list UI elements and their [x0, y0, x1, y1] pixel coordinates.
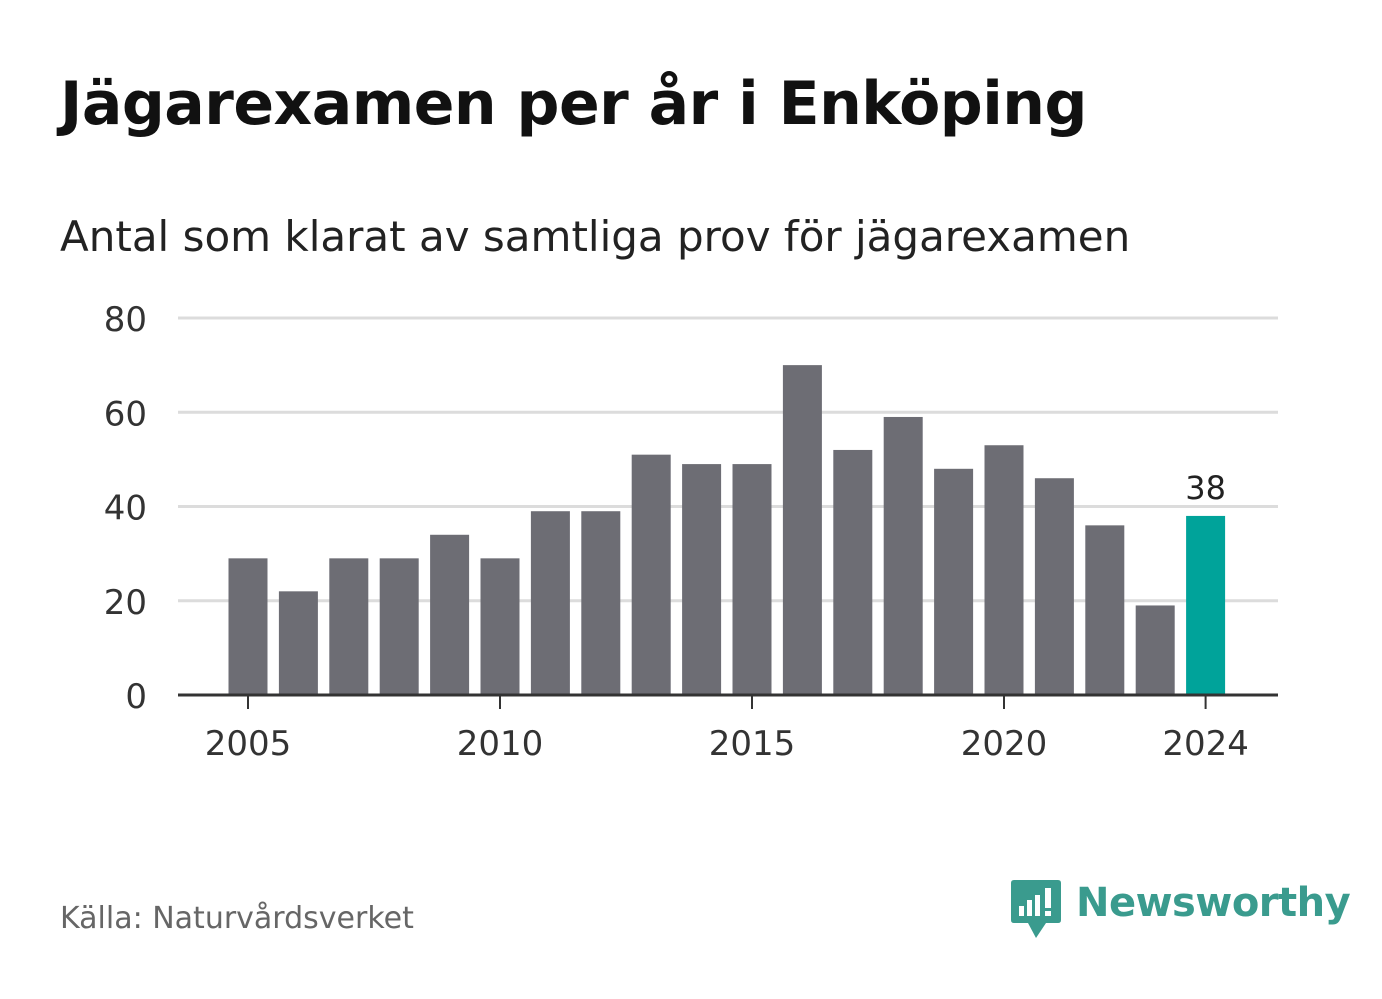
x-tick-label: 2010: [457, 724, 544, 764]
bar: [379, 558, 419, 695]
bar: [732, 464, 772, 695]
x-tick-label: 2024: [1162, 724, 1249, 764]
x-tick-label: 2020: [961, 724, 1048, 764]
y-tick-label: 80: [104, 300, 147, 340]
bar-highlighted: [1186, 515, 1226, 695]
brand-name: Newsworthy: [1076, 880, 1351, 926]
bar: [1085, 525, 1125, 695]
bar: [782, 365, 822, 695]
x-tick-label: 2015: [709, 724, 796, 764]
data-label: 38: [1185, 469, 1226, 507]
bar: [1034, 478, 1074, 695]
y-tick-label: 20: [104, 583, 147, 623]
bar: [228, 558, 268, 695]
x-axis-tick-labels: 2005 2010 2015 2020 2024: [205, 695, 1249, 764]
bar: [682, 464, 722, 695]
bar: [1135, 605, 1175, 695]
y-tick-label: 40: [104, 489, 147, 529]
bar: [833, 449, 873, 695]
bar: [480, 558, 520, 695]
y-axis-tick-labels: 0 20 40 60 80: [104, 300, 147, 717]
chart-subtitle: Antal som klarat av samtliga prov för jä…: [60, 212, 1131, 261]
bar: [934, 468, 974, 695]
bar: [430, 534, 470, 695]
y-tick-label: 60: [104, 394, 147, 434]
data-labels: 38: [1185, 469, 1226, 507]
bar: [984, 445, 1024, 695]
bar: [530, 511, 570, 695]
y-tick-label: 0: [125, 677, 147, 717]
source-note: Källa: Naturvårdsverket: [60, 901, 414, 936]
bar: [581, 511, 621, 695]
bar: [631, 454, 671, 695]
bars: [228, 365, 1226, 695]
x-tick-label: 2005: [205, 724, 292, 764]
bar: [278, 591, 318, 695]
newsworthy-logo-icon: [1011, 880, 1061, 938]
brand: Newsworthy: [1010, 878, 1351, 942]
bar: [883, 416, 923, 695]
chart-title: Jägarexamen per år i Enköping: [60, 69, 1087, 139]
bar: [329, 558, 369, 695]
